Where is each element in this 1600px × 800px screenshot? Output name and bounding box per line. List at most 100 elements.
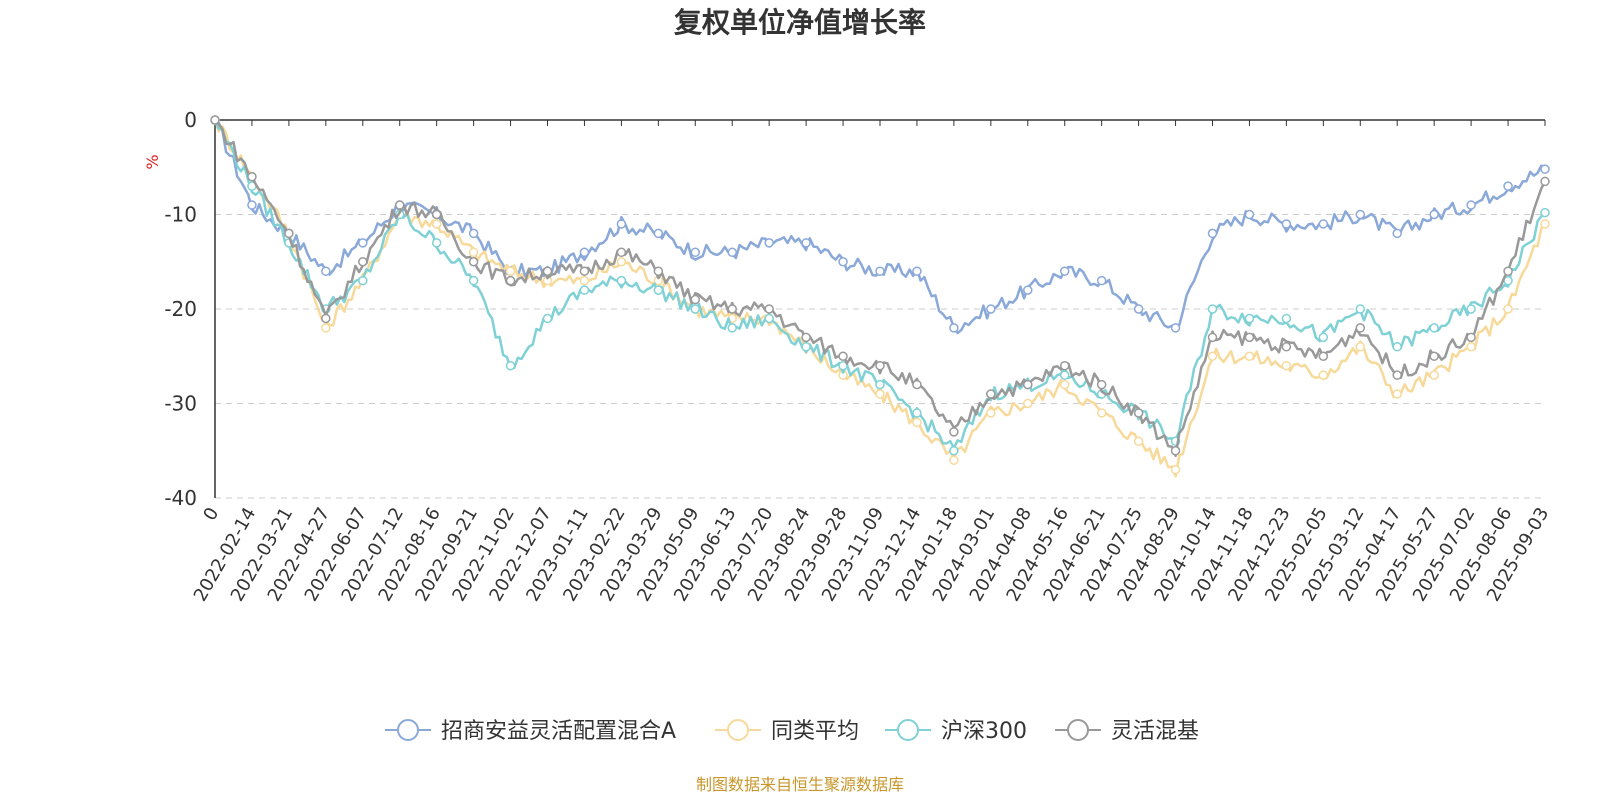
data-point (1429, 323, 1439, 333)
data-point (1023, 379, 1033, 390)
data-point (579, 285, 590, 295)
data-point (949, 427, 959, 437)
data-point (1355, 209, 1366, 220)
source-note: 制图数据来自恒生聚源数据库 (696, 775, 904, 794)
data-point (1133, 304, 1144, 314)
data-point (505, 275, 516, 286)
series-line (214, 118, 1546, 335)
data-point (1170, 464, 1181, 475)
data-point (431, 209, 442, 220)
data-point (210, 115, 220, 125)
data-point (690, 304, 701, 314)
data-point (764, 313, 774, 324)
data-point (875, 379, 885, 390)
data-point (1466, 332, 1476, 343)
data-point (1540, 207, 1550, 218)
data-point (986, 389, 996, 399)
data-point (358, 275, 368, 286)
data-point (727, 323, 737, 333)
data-point (1281, 360, 1292, 371)
data-point (1096, 408, 1107, 418)
data-point (1207, 228, 1218, 239)
series-line (214, 119, 1547, 458)
legend-marker-icon (727, 719, 749, 741)
data-point (579, 275, 590, 286)
y-tick-label: -40 (164, 486, 197, 510)
data-point (1207, 332, 1218, 343)
data-point (1281, 219, 1292, 229)
data-point (838, 351, 848, 361)
data-point (542, 313, 553, 324)
data-point (1023, 398, 1033, 409)
chart-title: 复权单位净值增长率 (674, 6, 926, 39)
data-point (912, 417, 922, 428)
data-point (616, 275, 627, 286)
data-point (1318, 332, 1329, 343)
data-point (1244, 351, 1255, 361)
gridlines (215, 214, 1545, 499)
data-point (912, 266, 922, 276)
data-point (468, 228, 479, 239)
data-point (838, 360, 848, 371)
data-point (1244, 209, 1255, 220)
data-point (801, 342, 811, 352)
data-point (1392, 342, 1402, 352)
data-point (1355, 304, 1366, 314)
data-point (1281, 342, 1292, 352)
data-point (616, 247, 627, 258)
data-point (1133, 408, 1144, 418)
data-point (949, 323, 959, 333)
data-point (653, 285, 664, 295)
data-point (542, 266, 553, 276)
data-point (1318, 351, 1329, 361)
data-point (1503, 266, 1513, 276)
data-point (505, 266, 516, 276)
data-point (801, 238, 811, 248)
data-point (1503, 304, 1513, 314)
data-point (764, 304, 774, 314)
legend-item[interactable]: 灵活混基 (1055, 719, 1199, 744)
data-point (949, 446, 959, 456)
data-point (912, 379, 922, 390)
data-point (653, 228, 664, 239)
data-point (875, 266, 885, 276)
legend-item[interactable]: 同类平均 (715, 719, 859, 744)
y-tick-label: -10 (164, 203, 197, 227)
data-point (321, 323, 331, 333)
data-point (727, 247, 737, 258)
data-point (727, 304, 737, 314)
y-axis-unit: % (143, 154, 162, 169)
data-point (986, 304, 996, 314)
data-point (616, 219, 627, 229)
legend-marker-icon (397, 719, 419, 741)
legend-label: 招商安益灵活配置混合A (441, 719, 676, 744)
data-point (1429, 209, 1439, 220)
data-point (468, 257, 479, 267)
data-point (321, 313, 331, 324)
data-point (912, 408, 922, 418)
data-point (949, 455, 959, 465)
legend-label: 同类平均 (771, 719, 859, 744)
legend-label: 沪深300 (941, 719, 1027, 744)
data-point (431, 219, 442, 229)
data-point (1059, 360, 1070, 371)
data-point (1503, 181, 1513, 191)
data-point (690, 247, 701, 258)
data-point (1540, 164, 1550, 174)
x-tick-label: 0 (199, 504, 223, 524)
legend-item[interactable]: 沪深300 (885, 719, 1027, 744)
legend-item[interactable]: 招商安益灵活配置混合A (385, 719, 676, 744)
data-point (1429, 351, 1439, 361)
data-point (1170, 323, 1181, 333)
data-point (1244, 332, 1255, 343)
data-point (1318, 370, 1329, 380)
data-point (1096, 275, 1107, 286)
data-point (1466, 304, 1476, 314)
data-point (616, 257, 627, 267)
series-line (213, 119, 1546, 478)
data-point (468, 247, 479, 258)
data-point (1392, 370, 1402, 380)
data-point (579, 266, 590, 276)
data-point (1133, 436, 1144, 447)
